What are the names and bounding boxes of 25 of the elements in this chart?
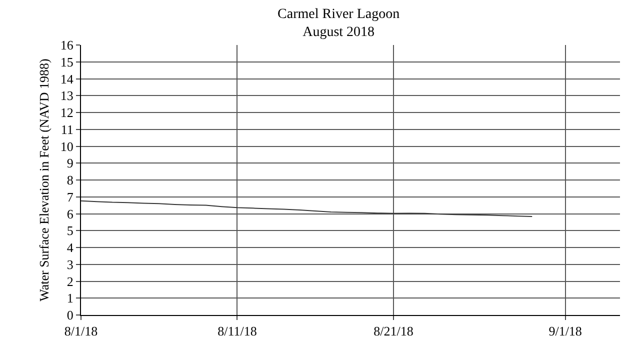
y-tick-label: 8 (66, 172, 74, 188)
y-tick-label: 7 (66, 189, 74, 204)
x-tick-label: 8/21/18 (374, 324, 414, 339)
y-tick-label: 11 (60, 122, 74, 137)
y-tick-label: 5 (66, 223, 74, 238)
y-tick-label: 14 (60, 71, 74, 86)
y-tick-label: 1 (66, 290, 74, 306)
y-tick-label: 2 (66, 274, 74, 289)
x-tick-label: 8/1/18 (64, 324, 98, 339)
y-tick-label: 3 (66, 256, 74, 272)
y-tick-label: 15 (60, 54, 74, 70)
chart-title: Carmel River Lagoon (278, 6, 400, 22)
y-tick-label: 16 (60, 38, 74, 53)
chart-subtitle: August 2018 (302, 25, 375, 40)
x-tick-label: 9/1/18 (548, 324, 582, 339)
y-tick-label: 6 (66, 206, 74, 222)
y-tick-label: 9 (66, 156, 74, 171)
y-tick-label: 0 (66, 308, 74, 323)
y-tick-label: 12 (60, 105, 74, 120)
y-tick-label: 13 (60, 88, 74, 104)
x-tick-label: 8/11/18 (218, 324, 257, 339)
y-tick-label: 4 (66, 240, 74, 256)
line-series (81, 200, 533, 217)
y-tick-label: 10 (60, 138, 74, 154)
y-axis-title: Water Surface Elevation in Feet (NAVD 1988) (36, 58, 52, 302)
